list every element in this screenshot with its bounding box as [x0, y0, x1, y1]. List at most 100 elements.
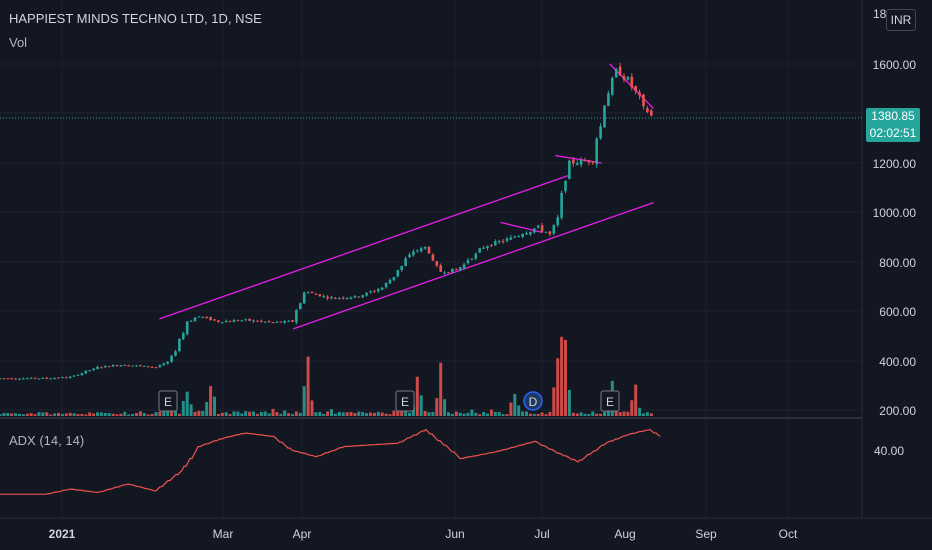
volume-bar: [111, 413, 115, 416]
volume-bar: [482, 411, 486, 416]
candle-body: [2, 378, 6, 380]
earnings-event-marker: [600, 390, 620, 412]
volume-bar: [447, 412, 450, 416]
volume-bar: [466, 412, 470, 416]
volume-bar: [439, 362, 443, 416]
candle-body: [135, 365, 138, 367]
volume-bar: [458, 412, 462, 416]
volume-bar: [556, 358, 560, 416]
volume-bar: [318, 411, 322, 416]
candle-body: [630, 76, 634, 88]
candle-body: [267, 320, 271, 323]
candle-body: [525, 233, 528, 235]
candle-body: [224, 320, 228, 323]
volume-bar: [185, 391, 189, 416]
candle-body: [564, 180, 567, 192]
candle-body: [583, 160, 587, 162]
candles: [0, 62, 653, 381]
candle-body: [201, 316, 205, 318]
last-price-value: 1380.85: [871, 109, 915, 123]
volume-bar: [189, 404, 193, 416]
volume-bar: [357, 411, 361, 416]
candle-body: [115, 365, 119, 367]
volume-bar: [427, 412, 431, 416]
candle-body: [614, 68, 618, 78]
candle-body: [84, 370, 88, 374]
volume-bar: [302, 386, 306, 416]
volume-bar: [603, 411, 606, 416]
candle-body: [174, 351, 177, 356]
volume-bar: [341, 412, 345, 416]
candle-body: [263, 321, 267, 323]
candle-body: [361, 295, 364, 298]
candle-body: [88, 370, 91, 372]
candle-body: [548, 231, 552, 235]
candle-body: [279, 321, 283, 323]
candle-body: [513, 236, 517, 238]
candle-body: [611, 77, 614, 95]
candle-body: [76, 374, 80, 376]
volume-bar: [150, 413, 154, 416]
volume-bar: [181, 401, 185, 416]
volume-bar: [575, 413, 579, 416]
volume-bar: [345, 412, 349, 416]
candle-body: [462, 264, 466, 269]
candle-body: [517, 235, 520, 237]
volume-bar: [415, 376, 419, 416]
volume-bar: [158, 411, 162, 416]
candle-body: [373, 291, 376, 293]
volume-bar: [138, 411, 142, 416]
candle-body: [302, 292, 306, 304]
candle-body: [256, 320, 259, 322]
candle-body: [470, 258, 474, 260]
candle-body: [6, 378, 10, 380]
volume-bar: [501, 414, 505, 416]
candle-body: [252, 320, 255, 322]
price-tick-label: 1600.00: [873, 58, 917, 72]
volume-bar: [244, 411, 248, 416]
volume-bar: [0, 414, 2, 416]
volume-bar: [552, 387, 556, 416]
volume-bar: [528, 413, 532, 416]
volume-bar: [478, 414, 482, 416]
candle-body: [380, 287, 384, 290]
candle-body: [556, 217, 559, 226]
volume-bar: [45, 412, 49, 416]
candle-body: [68, 376, 72, 378]
candle-body: [349, 297, 353, 299]
candle-body: [232, 320, 236, 323]
candle-body: [318, 294, 322, 297]
candle-body: [166, 361, 169, 364]
currency-button[interactable]: INR: [886, 9, 916, 31]
volume-bar: [291, 414, 294, 416]
volume-bar: [380, 412, 384, 416]
candle-body: [213, 319, 216, 321]
volume-bar: [33, 414, 37, 416]
volume-bar: [567, 389, 571, 416]
price-tick-label: 400.00: [879, 355, 916, 369]
volume-bar: [123, 411, 127, 416]
volume-bar: [220, 412, 224, 416]
candle-body: [529, 231, 532, 235]
candle-body: [10, 378, 13, 380]
candle-body: [603, 105, 606, 128]
candle-body: [455, 269, 458, 271]
candle-body: [365, 292, 368, 296]
adx-label: ADX (14, 14): [9, 433, 85, 448]
volume-bar: [236, 411, 240, 416]
candle-body: [622, 75, 626, 80]
volume-bar: [14, 413, 18, 416]
candle-body: [65, 377, 68, 379]
candle-body: [228, 321, 232, 323]
candle-body: [384, 282, 388, 288]
volume-bar: [486, 413, 489, 416]
dividend-event-marker: [523, 391, 543, 411]
candle-body: [345, 297, 349, 300]
candle-body: [150, 366, 154, 368]
price-tick-label: 1200.00: [873, 157, 917, 171]
candle-body: [353, 295, 357, 298]
volume-bar: [283, 410, 287, 416]
volume-bar: [216, 413, 220, 416]
